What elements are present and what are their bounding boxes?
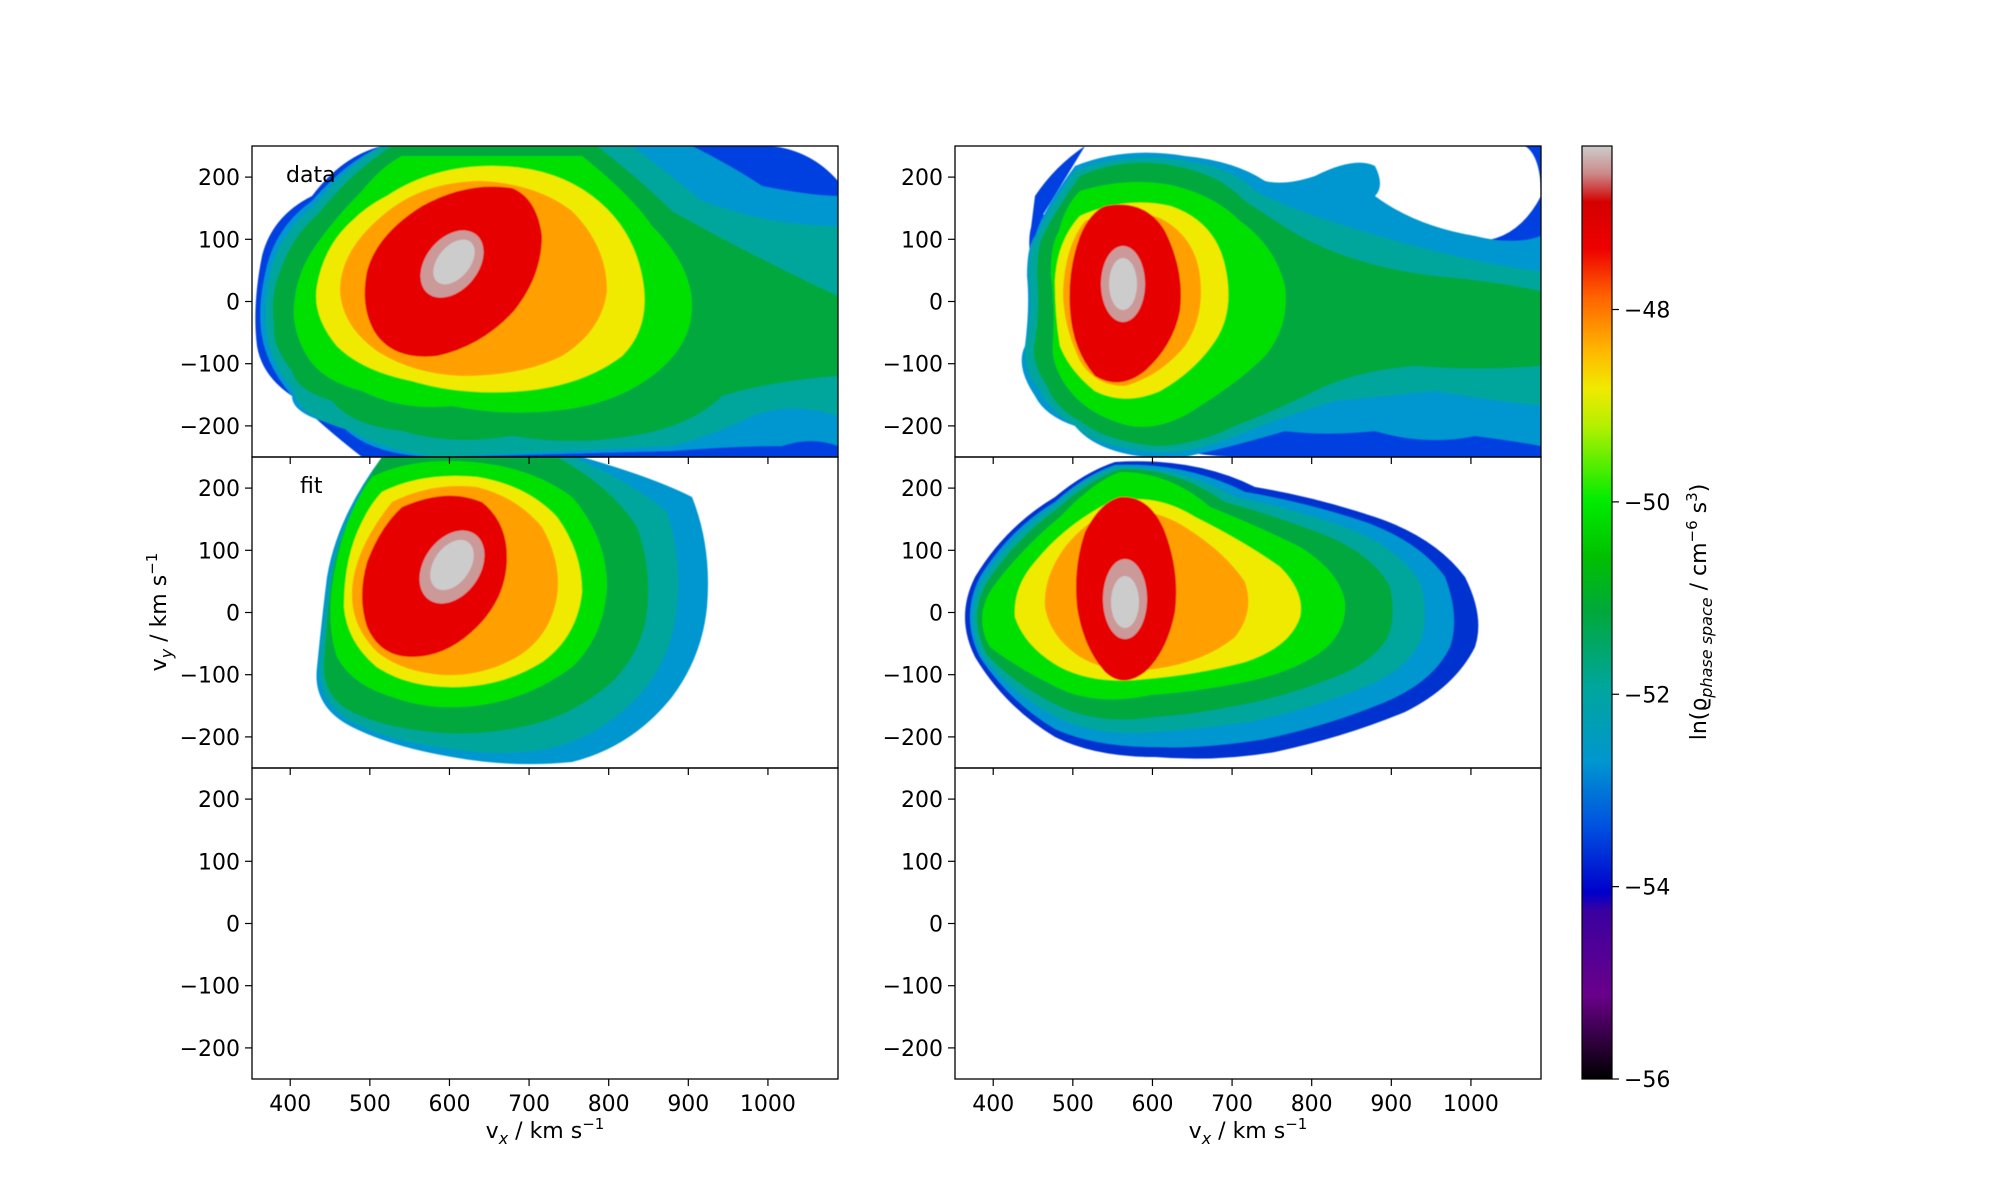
y-tick-label: −100 — [883, 664, 943, 689]
y-tick-label: −200 — [883, 1037, 943, 1062]
y-tick-label: −100 — [180, 975, 240, 1000]
y-tick-label: 100 — [901, 850, 943, 875]
axis-ticks: 2001000−100−2002001000−100−2002001000−10… — [180, 166, 1499, 1117]
band-peak-core — [430, 539, 474, 591]
y-tick-label: 200 — [901, 477, 943, 502]
y-tick-label: −100 — [180, 353, 240, 378]
x-tick-label: 900 — [1370, 1092, 1412, 1117]
y-axis-label: vy / km s−1 — [143, 553, 176, 672]
y-tick-label: 100 — [901, 539, 943, 564]
y-tick-label: −200 — [180, 1037, 240, 1062]
x-tick-label: 400 — [269, 1092, 311, 1117]
x-tick-label: 400 — [972, 1092, 1014, 1117]
y-tick-label: 200 — [901, 788, 943, 813]
y-tick-label: 0 — [226, 602, 240, 627]
y-tick-label: 200 — [198, 166, 240, 191]
x-axis-label-left: vx / km s−1 — [486, 1115, 605, 1148]
band-peak-core — [1109, 258, 1137, 310]
x-tick-label: 500 — [349, 1092, 391, 1117]
x-axis-label-right: vx / km s−1 — [1189, 1115, 1308, 1148]
x-tick-label: 500 — [1052, 1092, 1094, 1117]
y-tick-label: 100 — [198, 850, 240, 875]
y-tick-label: −100 — [180, 664, 240, 689]
y-tick-label: 100 — [198, 539, 240, 564]
colorbar-tick-label: −54 — [1624, 876, 1670, 901]
colorbar-tick-label: −50 — [1624, 491, 1670, 516]
y-tick-label: −200 — [883, 726, 943, 751]
colorbar — [1581, 145, 1613, 1080]
x-tick-label: 800 — [1291, 1092, 1333, 1117]
x-tick-label: 700 — [1211, 1092, 1253, 1117]
x-tick-label: 1000 — [740, 1092, 796, 1117]
x-tick-label: 700 — [508, 1092, 550, 1117]
y-tick-label: 200 — [901, 166, 943, 191]
y-tick-label: 200 — [198, 788, 240, 813]
y-tick-label: 0 — [929, 602, 943, 627]
colorbar-ticks: −48 −50 −52 −54 −56 — [1612, 299, 1670, 1093]
colorbar-tick-label: −48 — [1624, 299, 1670, 324]
y-tick-label: −200 — [180, 415, 240, 440]
y-tick-label: 200 — [198, 477, 240, 502]
colorbar-label: ln(ϱphase space / cm−6 s3) — [1683, 484, 1716, 741]
y-tick-label: 0 — [226, 913, 240, 938]
y-tick-label: 0 — [226, 291, 240, 316]
band-peak-core — [433, 239, 475, 285]
colorbar-tick-label: −52 — [1624, 683, 1670, 708]
x-tick-label: 1000 — [1443, 1092, 1499, 1117]
axes-frame-empty-left — [251, 767, 839, 1080]
x-tick-label: 900 — [667, 1092, 709, 1117]
y-tick-label: −200 — [883, 415, 943, 440]
y-tick-label: −100 — [883, 975, 943, 1000]
y-tick-label: 100 — [198, 228, 240, 253]
heatmap-fit-left — [316, 457, 708, 765]
panel-label-fit: fit — [300, 474, 323, 499]
panel-label-data: data — [286, 163, 336, 188]
x-tick-label: 600 — [428, 1092, 470, 1117]
y-tick-label: −100 — [883, 353, 943, 378]
x-tick-label: 800 — [588, 1092, 630, 1117]
y-tick-label: 100 — [901, 228, 943, 253]
colorbar-tick-label: −56 — [1624, 1068, 1670, 1093]
y-tick-label: 0 — [929, 913, 943, 938]
heatmap-fit-right — [965, 461, 1479, 759]
band-peak-core — [1111, 576, 1139, 628]
x-tick-label: 600 — [1131, 1092, 1173, 1117]
y-tick-label: −200 — [180, 726, 240, 751]
axes-frame-empty-right — [954, 767, 1542, 1080]
y-tick-label: 0 — [929, 291, 943, 316]
heatmap-layer — [255, 146, 1541, 765]
heatmap-data-right — [1021, 146, 1541, 457]
heatmap-data-left — [255, 146, 838, 457]
